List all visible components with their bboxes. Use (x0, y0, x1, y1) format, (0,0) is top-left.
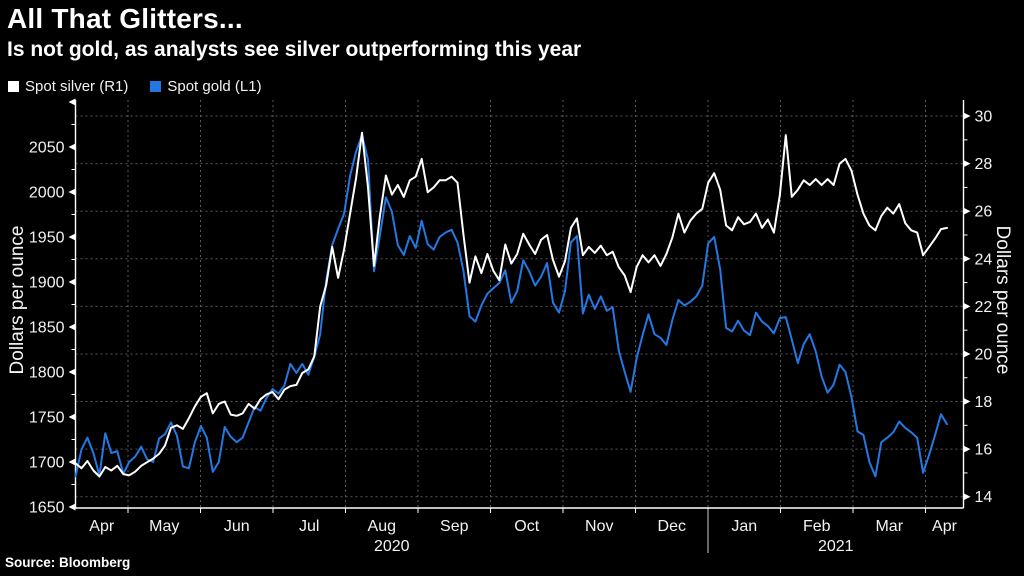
left-tick-arrow (68, 413, 76, 421)
left-tick-label: 1750 (29, 410, 65, 427)
left-tick-arrow (68, 188, 76, 196)
legend-label-gold: Spot gold (L1) (167, 78, 262, 95)
month-label: Aug (368, 518, 396, 535)
month-label: Oct (514, 518, 539, 535)
left-tick-label: 2050 (29, 139, 65, 156)
right-tick-arrow (963, 112, 971, 120)
right-tick-arrow (963, 398, 971, 406)
right-tick-label: 30 (975, 109, 993, 126)
source-label: Source: Bloomberg (5, 555, 131, 570)
left-tick-arrow (68, 503, 76, 511)
year-label: 2020 (374, 538, 410, 555)
left-tick-label: 1700 (29, 455, 65, 472)
month-label: Nov (585, 518, 613, 535)
right-tick-label: 14 (975, 489, 993, 506)
right-tick-arrow (963, 445, 971, 453)
right-tick-arrow (963, 493, 971, 501)
left-tick-arrow (68, 323, 76, 331)
month-label: Jan (731, 518, 757, 535)
legend-item-gold: Spot gold (L1) (150, 78, 262, 95)
left-tick-label: 1800 (29, 365, 65, 382)
month-label: Dec (658, 518, 686, 535)
right-axis-title: Dollars per ounce (992, 225, 1013, 375)
right-tick-label: 16 (975, 442, 993, 459)
left-tick-arrow (68, 233, 76, 241)
right-tick-arrow (963, 302, 971, 310)
month-label: May (149, 518, 179, 535)
right-tick-arrow (963, 350, 971, 358)
year-label: 2021 (818, 538, 854, 555)
right-tick-arrow (963, 160, 971, 168)
left-tick-arrow (68, 278, 76, 286)
chart-title: All That Glitters... (7, 3, 243, 34)
month-label: Jul (299, 518, 319, 535)
month-label: Apr (89, 518, 115, 535)
legend: Spot silver (R1) Spot gold (L1) (8, 78, 262, 95)
silver-swatch-icon (8, 81, 19, 92)
left-tick-arrow (68, 98, 76, 106)
left-tick-arrow (68, 143, 76, 151)
month-label: Mar (875, 518, 903, 535)
right-tick-label: 18 (975, 394, 993, 411)
right-tick-label: 26 (975, 204, 993, 221)
month-label: Apr (932, 518, 958, 535)
right-tick-label: 22 (975, 299, 993, 316)
right-tick-label: 24 (975, 251, 993, 268)
legend-item-silver: Spot silver (R1) (8, 78, 128, 95)
left-tick-label: 1950 (29, 229, 65, 246)
month-label: Jun (224, 518, 250, 535)
left-tick-arrow (68, 458, 76, 466)
left-tick-label: 1900 (29, 274, 65, 291)
month-label: Sep (440, 518, 469, 535)
chart-subtitle: Is not gold, as analysts see silver outp… (7, 38, 582, 61)
left-tick-arrow (68, 368, 76, 376)
right-tick-label: 28 (975, 156, 993, 173)
gold-swatch-icon (150, 81, 162, 92)
right-tick-arrow (963, 255, 971, 263)
month-label: Feb (803, 518, 831, 535)
left-tick-label: 1650 (29, 500, 65, 517)
right-tick-label: 20 (975, 346, 993, 363)
gold-line (74, 134, 948, 478)
left-tick-label: 2000 (29, 184, 65, 201)
left-axis-title: Dollars per ounce (7, 225, 28, 375)
right-tick-arrow (963, 207, 971, 215)
silver-line (74, 131, 948, 478)
legend-label-silver: Spot silver (R1) (25, 78, 129, 95)
left-tick-label: 1850 (29, 319, 65, 336)
